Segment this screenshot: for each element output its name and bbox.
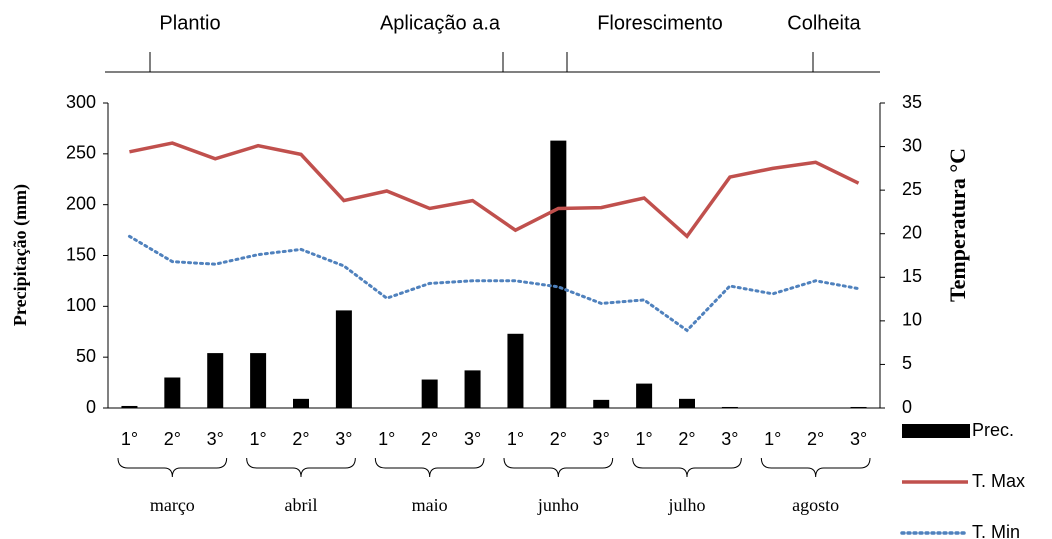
x-tick-label: 1° — [764, 429, 781, 449]
x-tick-label: 1° — [507, 429, 524, 449]
y2-tick-label: 15 — [902, 266, 922, 286]
month-label: abril — [285, 495, 318, 515]
y2-tick-label: 10 — [902, 310, 922, 330]
y2-tick-label: 30 — [902, 135, 922, 155]
y2-tick-label: 5 — [902, 353, 912, 373]
month-label: junho — [537, 495, 579, 515]
x-tick-label: 1° — [636, 429, 653, 449]
line — [129, 141, 860, 239]
month-label: agosto — [792, 495, 839, 515]
x-tick-label: 1° — [250, 429, 267, 449]
x-tick-label: 3° — [721, 429, 738, 449]
month-brace — [117, 457, 228, 478]
bar — [550, 140, 567, 408]
y-tick-label: 100 — [66, 295, 96, 315]
x-tick-label: 3° — [335, 429, 352, 449]
bar — [121, 405, 138, 408]
x-tick-label: 2° — [807, 429, 824, 449]
phase-label: Aplicação a.a — [380, 12, 501, 34]
legend-label: T. Max — [972, 471, 1025, 491]
x-tick-label: 2° — [421, 429, 438, 449]
y-tick-label: 200 — [66, 193, 96, 213]
month-brace — [503, 457, 614, 478]
y-axis-label: Precipitação (mm) — [10, 184, 31, 326]
bar — [250, 353, 267, 408]
y-tick-label: 250 — [66, 143, 96, 163]
bar — [164, 377, 181, 408]
y-tick-label: 300 — [66, 92, 96, 112]
phase-label: Colheita — [787, 12, 861, 34]
y-tick-label: 50 — [76, 346, 96, 366]
y2-tick-label: 20 — [902, 222, 922, 242]
phase-label: Plantio — [159, 12, 220, 34]
x-tick-label: 2° — [550, 429, 567, 449]
month-label: março — [150, 495, 195, 515]
month-brace — [632, 457, 742, 478]
month-brace — [246, 457, 356, 478]
month-brace — [760, 457, 871, 478]
legend-label: T. Min — [972, 522, 1020, 539]
x-tick-label: 3° — [464, 429, 481, 449]
bar — [293, 398, 309, 408]
y2-axis-label: Temperatura °C — [945, 148, 970, 302]
bar — [335, 310, 352, 408]
y-tick-label: 0 — [86, 397, 96, 417]
x-tick-label: 1° — [378, 429, 395, 449]
y-tick-label: 150 — [66, 244, 96, 264]
y2-tick-label: 35 — [902, 92, 922, 112]
bar — [593, 399, 610, 408]
y2-tick-label: 0 — [902, 397, 912, 417]
bar — [636, 383, 653, 408]
phase-label: Florescimento — [597, 12, 723, 34]
month-label: julho — [667, 495, 705, 515]
month-label: maio — [412, 495, 448, 515]
x-tick-label: 2° — [164, 429, 181, 449]
x-tick-label: 3° — [593, 429, 610, 449]
bar — [721, 406, 738, 408]
x-tick-label: 2° — [292, 429, 309, 449]
bar — [507, 333, 524, 408]
bar — [850, 406, 867, 408]
legend-label: Prec. — [972, 420, 1014, 440]
x-tick-label: 3° — [850, 429, 867, 449]
bar — [421, 379, 438, 408]
legend-swatch — [902, 424, 970, 438]
x-tick-label: 2° — [678, 429, 695, 449]
month-brace — [374, 457, 485, 478]
bar — [679, 398, 695, 408]
line — [127, 234, 861, 333]
bar — [207, 353, 224, 408]
x-tick-label: 3° — [207, 429, 224, 449]
bar — [464, 370, 481, 408]
x-tick-label: 1° — [121, 429, 138, 449]
y2-tick-label: 25 — [902, 179, 922, 199]
